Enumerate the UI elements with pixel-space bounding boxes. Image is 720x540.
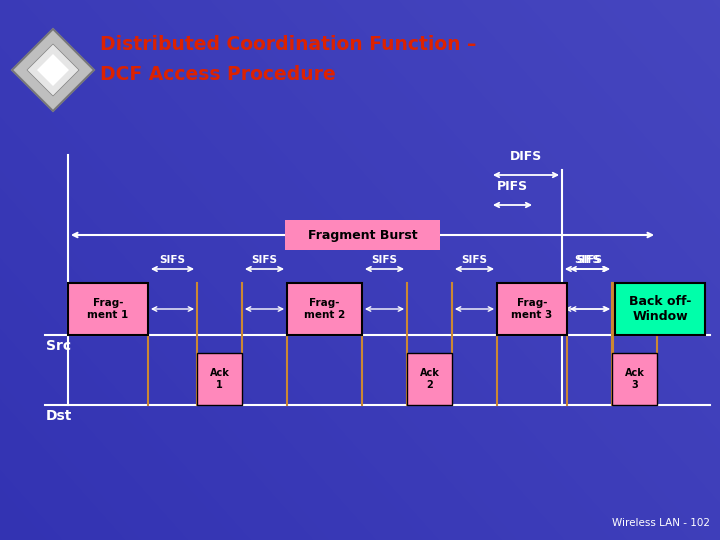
Text: Ack
2: Ack 2: [420, 368, 439, 390]
Text: Fragment Burst: Fragment Burst: [307, 228, 418, 241]
Text: Src: Src: [46, 339, 71, 353]
Text: Ack
1: Ack 1: [210, 368, 230, 390]
Text: SIFS: SIFS: [577, 255, 603, 265]
Bar: [68, 283, 148, 335]
Text: Frag-
ment 1: Frag- ment 1: [87, 298, 129, 320]
Polygon shape: [27, 44, 79, 96]
Text: Back off-
Window: Back off- Window: [629, 295, 691, 323]
Text: SIFS: SIFS: [575, 255, 600, 265]
Bar: [197, 353, 242, 405]
Bar: [615, 283, 705, 335]
Polygon shape: [13, 30, 93, 110]
Text: PIFS: PIFS: [497, 180, 528, 193]
Bar: [287, 283, 362, 335]
Bar: [612, 353, 657, 405]
Text: SIFS: SIFS: [372, 255, 397, 265]
Polygon shape: [11, 28, 95, 112]
Bar: [285, 220, 440, 250]
Text: Frag-
ment 3: Frag- ment 3: [511, 298, 553, 320]
Text: Frag-
ment 2: Frag- ment 2: [304, 298, 345, 320]
Text: SIFS: SIFS: [462, 255, 487, 265]
Text: DCF Access Procedure: DCF Access Procedure: [100, 65, 336, 84]
Bar: [407, 353, 452, 405]
Bar: [497, 283, 567, 335]
Polygon shape: [37, 54, 69, 86]
Text: SIFS: SIFS: [251, 255, 277, 265]
Text: Dst: Dst: [46, 409, 73, 423]
Text: Ack
3: Ack 3: [624, 368, 644, 390]
Text: DIFS: DIFS: [510, 150, 542, 163]
Text: Distributed Coordination Function –: Distributed Coordination Function –: [100, 36, 477, 55]
Text: Wireless LAN - 102: Wireless LAN - 102: [612, 518, 710, 528]
Text: SIFS: SIFS: [160, 255, 186, 265]
